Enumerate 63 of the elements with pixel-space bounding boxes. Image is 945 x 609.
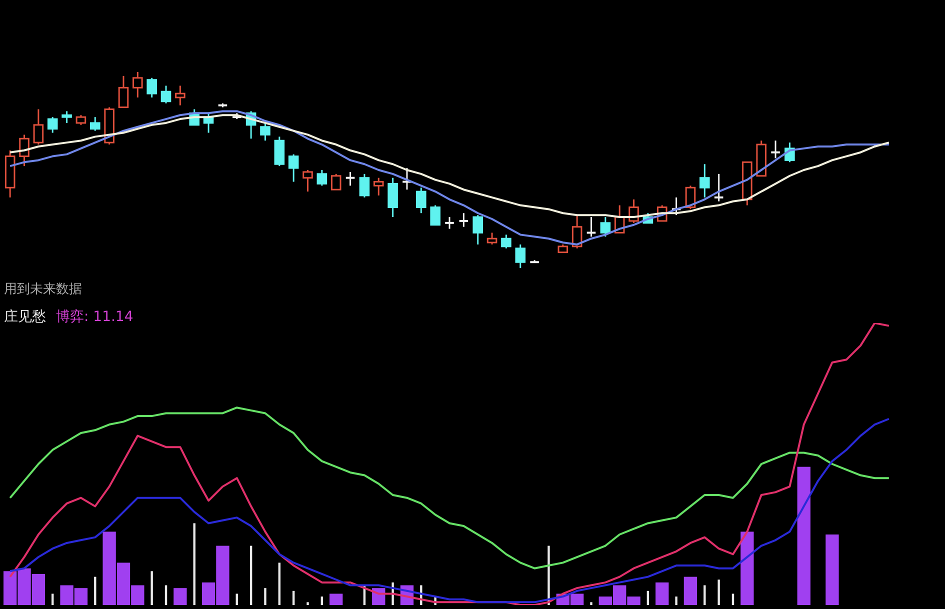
candlestick <box>62 110 72 124</box>
candlestick <box>175 84 186 106</box>
candlestick <box>19 134 30 167</box>
candlestick <box>118 75 129 108</box>
candlestick <box>713 173 724 202</box>
candlestick <box>388 177 398 218</box>
candlestick <box>33 108 44 146</box>
candlestick <box>344 171 356 186</box>
bar <box>320 596 324 605</box>
candlestick <box>132 72 143 98</box>
bar <box>94 576 96 605</box>
bar <box>52 594 54 605</box>
candlestick <box>770 140 781 159</box>
bar <box>164 585 168 605</box>
bar <box>732 594 734 605</box>
bar <box>656 582 669 605</box>
bar <box>193 523 196 605</box>
candlestick <box>458 212 470 228</box>
candlestick <box>416 186 426 214</box>
bar <box>590 602 592 605</box>
bar <box>675 596 678 605</box>
chart-title: 庄见愁 <box>4 309 46 325</box>
bar <box>826 534 839 605</box>
candlestick <box>486 232 498 246</box>
bar <box>704 585 706 605</box>
bar <box>684 576 698 605</box>
bar <box>548 546 550 605</box>
candlestick <box>316 169 328 186</box>
candlestick <box>501 234 512 250</box>
bar <box>306 602 309 605</box>
candlestick <box>359 173 370 198</box>
bar <box>250 546 252 605</box>
bar <box>330 594 343 605</box>
candlestick <box>430 204 440 226</box>
candlestick <box>90 116 100 132</box>
candlestick <box>586 216 597 238</box>
candlestick <box>600 216 611 238</box>
bar <box>264 588 266 605</box>
candlestick <box>274 136 285 167</box>
candlestick <box>700 163 710 198</box>
bar <box>236 594 238 605</box>
bar <box>797 466 810 605</box>
annotation: 博弈: 11.14 <box>56 309 134 325</box>
bar <box>292 590 295 605</box>
candlestick <box>146 77 157 98</box>
candlestick <box>47 116 58 134</box>
candlestick <box>76 114 86 126</box>
candlestick <box>472 214 483 246</box>
bar <box>150 571 153 605</box>
candlestick <box>373 177 384 196</box>
bar <box>718 580 720 605</box>
candlestick <box>515 244 526 268</box>
candlestick <box>330 173 342 190</box>
bar <box>278 562 281 605</box>
candlestick <box>160 84 172 104</box>
candlestick <box>302 169 313 192</box>
text: 用到未来数据 <box>4 281 82 298</box>
candlestick <box>260 122 270 142</box>
bar <box>740 532 754 605</box>
bar <box>646 590 650 605</box>
bar <box>174 588 187 605</box>
candlestick <box>444 216 455 230</box>
candlestick <box>288 154 299 183</box>
